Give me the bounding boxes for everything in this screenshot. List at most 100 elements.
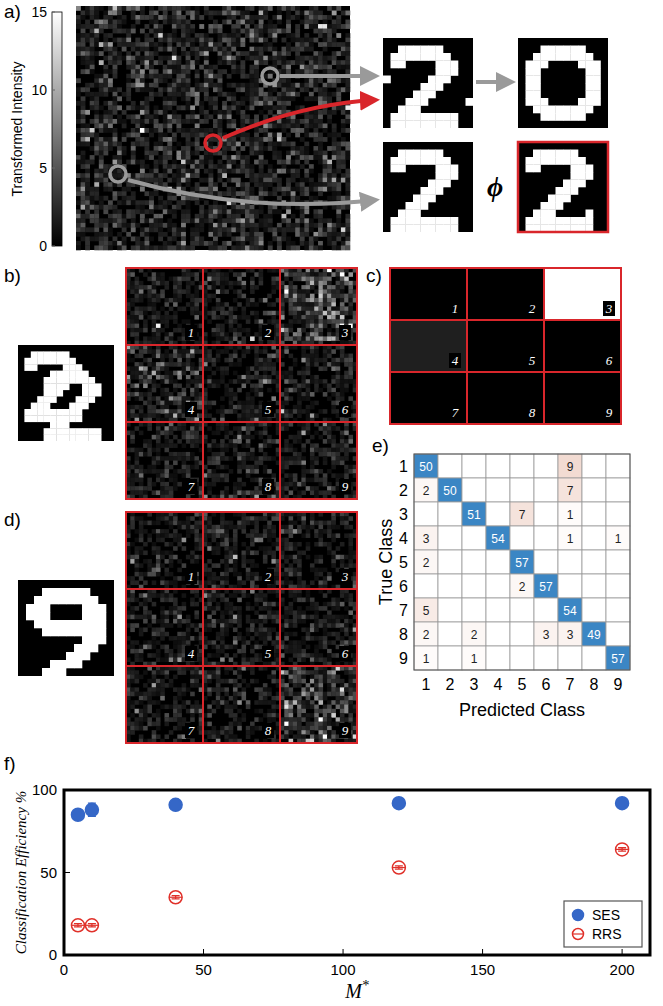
speckle-pixel (272, 47, 277, 52)
speckle-pixel (286, 87, 291, 92)
speckle-pixel (254, 51, 259, 56)
speckle-pixel (277, 83, 282, 88)
speckle-pixel (117, 169, 122, 174)
speckle-pixel (172, 173, 177, 178)
speckle-pixel (291, 92, 296, 97)
speckle-pixel (245, 87, 250, 92)
speckle-pixel (336, 151, 341, 156)
speckle-pixel (268, 191, 273, 196)
speckle-pixel (282, 96, 287, 101)
speckle-pixel (176, 60, 181, 65)
speckle-pixel (181, 196, 186, 201)
speckle-pixel (99, 173, 104, 178)
speckle-pixel (90, 69, 95, 74)
speckle-pixel (131, 60, 136, 65)
speckle-pixel (99, 29, 104, 34)
speckle-pixel (218, 33, 223, 38)
speckle-pixel (259, 87, 264, 92)
speckle-pixel (208, 24, 213, 29)
speckle-pixel (85, 60, 90, 65)
speckle-pixel (222, 56, 227, 61)
speckle-pixel (227, 47, 232, 52)
speckle-pixel (236, 209, 241, 214)
speckle-pixel (282, 218, 287, 223)
speckle-pixel (76, 110, 81, 115)
speckle-pixel (309, 196, 314, 201)
speckle-pixel (172, 178, 177, 183)
speckle-pixel (181, 169, 186, 174)
speckle-pixel (103, 56, 108, 61)
speckle-pixel (131, 133, 136, 138)
speckle-pixel (277, 137, 282, 142)
speckle-pixel (94, 51, 99, 56)
speckle-pixel (113, 74, 118, 79)
speckle-pixel (259, 137, 264, 142)
speckle-pixel (218, 42, 223, 47)
speckle-pixel (167, 128, 172, 133)
speckle-pixel (94, 83, 99, 88)
speckle-pixel (190, 38, 195, 43)
speckle-pixel (181, 146, 186, 151)
speckle-pixel (158, 92, 163, 97)
speckle-pixel (268, 123, 273, 128)
speckle-pixel (208, 15, 213, 20)
speckle-pixel (272, 173, 277, 178)
speckle-pixel (176, 164, 181, 169)
speckle-pixel (158, 60, 163, 65)
speckle-pixel (167, 123, 172, 128)
speckle-pixel (90, 24, 95, 29)
speckle-pixel (154, 105, 159, 110)
speckle-pixel (131, 209, 136, 214)
speckle-pixel (85, 110, 90, 115)
speckle-pixel (323, 178, 328, 183)
speckle-pixel (172, 146, 177, 151)
speckle-pixel (345, 105, 350, 110)
speckle-pixel (99, 24, 104, 29)
speckle-pixel (154, 11, 159, 16)
speckle-pixel (250, 83, 255, 88)
speckle-pixel (282, 83, 287, 88)
speckle-pixel (263, 182, 268, 187)
speckle-pixel (90, 38, 95, 43)
speckle-pixel (163, 200, 168, 205)
speckle-pixel (94, 119, 99, 124)
speckle-pixel (291, 214, 296, 219)
speckle-pixel (76, 42, 81, 47)
speckle-pixel (90, 60, 95, 65)
speckle-pixel (94, 110, 99, 115)
speckle-pixel (250, 92, 255, 97)
speckle-pixel (99, 105, 104, 110)
speckle-pixel (236, 214, 241, 219)
speckle-pixel (81, 56, 86, 61)
speckle-pixel (90, 191, 95, 196)
speckle-pixel (236, 33, 241, 38)
speckle-pixel (167, 105, 172, 110)
speckle-pixel (309, 96, 314, 101)
speckle-pixel (99, 178, 104, 183)
speckle-pixel (245, 164, 250, 169)
colorbar-tick-label: 15 (31, 4, 47, 20)
speckle-pixel (268, 169, 273, 174)
speckle-pixel (204, 114, 209, 119)
speckle-pixel (304, 87, 309, 92)
speckle-pixel (313, 24, 318, 29)
speckle-pixel (76, 92, 81, 97)
speckle-pixel (268, 74, 273, 79)
speckle-pixel (304, 178, 309, 183)
speckle-pixel (313, 209, 318, 214)
speckle-pixel (318, 209, 323, 214)
speckle-pixel (181, 24, 186, 29)
speckle-pixel (140, 137, 145, 142)
speckle-pixel (300, 191, 305, 196)
speckle-pixel (295, 83, 300, 88)
speckle-pixel (291, 15, 296, 20)
speckle-pixel (240, 96, 245, 101)
speckle-pixel (158, 38, 163, 43)
speckle-pixel (108, 119, 113, 124)
speckle-pixel (113, 160, 118, 165)
speckle-pixel (259, 15, 264, 20)
speckle-pixel (204, 119, 209, 124)
speckle-pixel (213, 214, 218, 219)
speckle-pixel (172, 92, 177, 97)
speckle-pixel (126, 96, 131, 101)
